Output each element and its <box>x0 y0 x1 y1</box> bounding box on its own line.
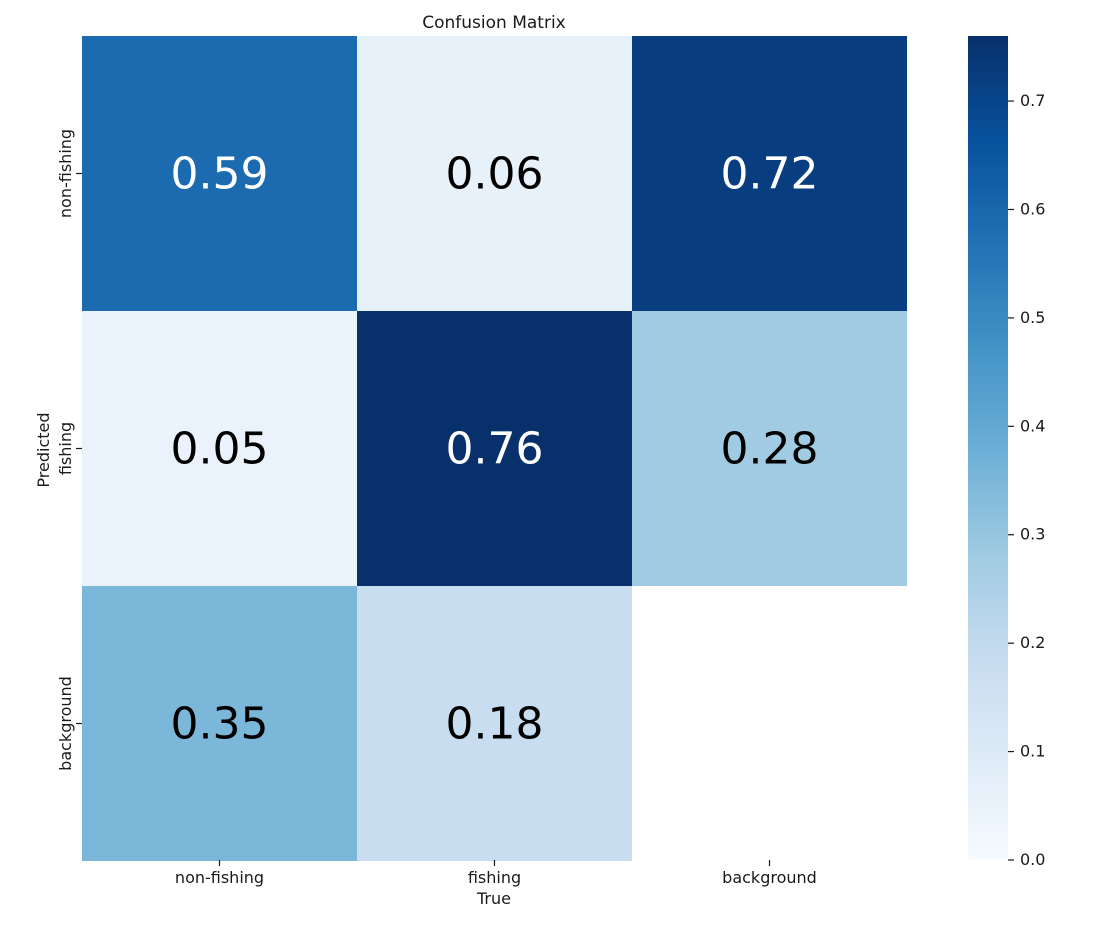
cell-value-label: 0.05 <box>171 424 269 475</box>
colorbar-tick-label: 0.2 <box>1020 633 1045 652</box>
heatmap-cell <box>82 311 357 586</box>
cell-value-label: 0.72 <box>721 149 819 200</box>
heatmap-cell <box>357 36 632 311</box>
heatmap-cell <box>82 586 357 861</box>
colorbar <box>968 36 1008 860</box>
x-tick-label: background <box>722 868 817 887</box>
colorbar-tick-label: 0.4 <box>1020 416 1045 435</box>
y-tick-label: background <box>56 676 75 771</box>
cell-value-label: 0.59 <box>171 149 269 200</box>
heatmap-cell <box>357 586 632 861</box>
heatmap-annotations: 0.59 0.06 0.72 0.05 0.76 0.28 0.35 0.18 <box>171 149 819 750</box>
x-axis-ticks: non-fishing fishing background <box>175 860 817 887</box>
x-tick-label: non-fishing <box>175 868 264 887</box>
colorbar-tick-label: 0.1 <box>1020 742 1045 761</box>
colorbar-tick-label: 0.6 <box>1020 199 1045 218</box>
y-tick-label: non-fishing <box>56 129 75 218</box>
heatmap-cell <box>82 36 357 311</box>
heatmap-cell <box>632 311 907 586</box>
x-axis-label: True <box>476 889 511 908</box>
cell-value-label: 0.18 <box>446 699 544 750</box>
y-tick-label: fishing <box>56 422 75 475</box>
colorbar-ticks: 0.0 0.1 0.2 0.3 0.4 0.5 0.6 0.7 <box>1008 91 1045 869</box>
heatmap-cells <box>82 36 907 861</box>
colorbar-tick-label: 0.3 <box>1020 525 1045 544</box>
heatmap-cell <box>357 311 632 586</box>
x-tick-label: fishing <box>468 868 521 887</box>
cell-value-label: 0.35 <box>171 699 269 750</box>
chart-title: Confusion Matrix <box>422 13 566 33</box>
cell-value-label: 0.06 <box>446 149 544 200</box>
cell-value-label: 0.76 <box>446 424 544 475</box>
y-axis-label: Predicted <box>34 412 53 487</box>
heatmap-cell <box>632 36 907 311</box>
colorbar-tick-label: 0.5 <box>1020 308 1045 327</box>
y-axis-ticks: non-fishing fishing background <box>56 129 82 771</box>
colorbar-tick-label: 0.0 <box>1020 850 1045 869</box>
colorbar-tick-label: 0.7 <box>1020 91 1045 110</box>
cell-value-label: 0.28 <box>721 424 819 475</box>
